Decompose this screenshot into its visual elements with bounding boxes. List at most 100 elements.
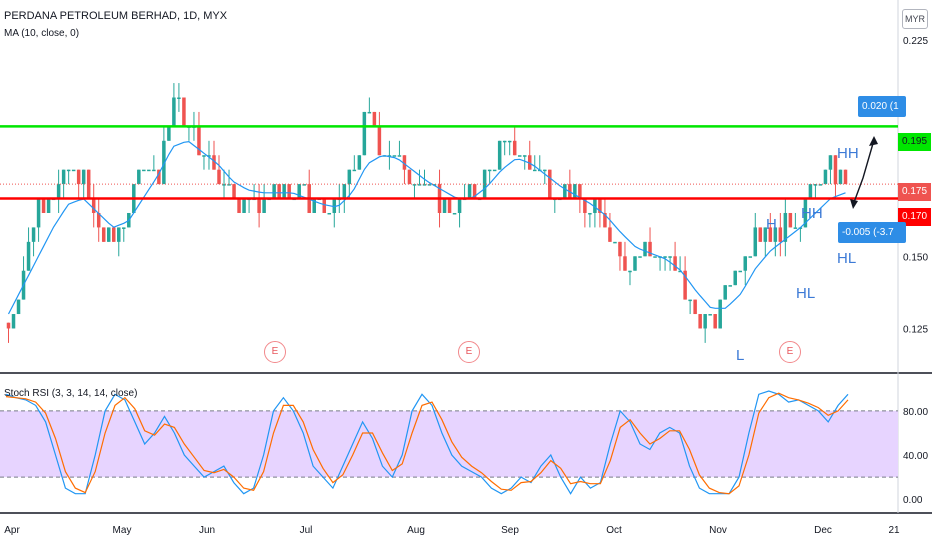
- candle-body: [723, 285, 727, 300]
- candle-body: [447, 198, 452, 213]
- candle-body: [332, 198, 337, 213]
- time-axis-label-7: Nov: [709, 525, 727, 536]
- candle-body: [101, 227, 106, 242]
- candle-body: [46, 198, 51, 213]
- candle-body: [713, 314, 717, 329]
- candle-body: [738, 270, 742, 273]
- candle-body: [61, 169, 66, 185]
- annotation-l[interactable]: L: [736, 347, 745, 364]
- candle-body: [402, 155, 407, 170]
- candle-body: [678, 270, 682, 273]
- stoch-rsi-label[interactable]: Stoch RSI (3, 3, 14, 14, close): [4, 388, 138, 399]
- candle-body: [36, 198, 41, 228]
- candle-body: [242, 198, 246, 213]
- current-price-tag: 0.175: [898, 183, 932, 201]
- candle-body: [372, 111, 377, 127]
- time-axis-label-8: Dec: [814, 525, 832, 536]
- candle-body: [302, 184, 306, 186]
- symbol-title[interactable]: PERDANA PETROLEUM BERHAD, 1D, MYX: [4, 10, 228, 22]
- support-price-tag: 0.170: [898, 208, 932, 226]
- candle-body: [688, 299, 692, 302]
- candle-body: [768, 227, 773, 242]
- annotation-h[interactable]: H: [766, 216, 777, 233]
- candle-body: [598, 198, 602, 213]
- candle-body: [487, 169, 492, 172]
- candle-body: [362, 111, 367, 156]
- candle-body: [327, 212, 332, 215]
- candle-body: [813, 184, 818, 186]
- candle-body: [838, 169, 843, 185]
- candle-body: [122, 227, 126, 229]
- candle-body: [472, 184, 477, 199]
- candle-body: [533, 169, 537, 172]
- annotation-hh-right[interactable]: HH: [837, 145, 859, 162]
- candle-body: [578, 184, 582, 199]
- candle-body: [748, 256, 753, 258]
- annotation-hl-right[interactable]: HL: [837, 250, 857, 267]
- candle-body: [693, 299, 697, 315]
- time-axis-labels: Apr May Jun Jul Aug Sep Oct Nov Dec 21: [4, 525, 900, 536]
- candle-body: [297, 184, 301, 199]
- measure-arrowhead-down: [850, 199, 858, 209]
- candle-body: [613, 241, 617, 244]
- candle-body: [352, 169, 357, 172]
- candle-body: [593, 198, 597, 213]
- candle-body: [698, 314, 702, 329]
- candle-body: [758, 227, 763, 242]
- stoch-d-line: [5, 392, 849, 495]
- candle-body: [432, 184, 437, 186]
- price-axis-tick-2: 0.125: [903, 324, 928, 335]
- candle-body: [803, 198, 808, 228]
- candle-body: [467, 184, 472, 199]
- candle-body: [277, 184, 281, 199]
- candle-body: [833, 155, 838, 185]
- time-axis-label-0: Apr: [4, 525, 20, 536]
- candle-body: [197, 126, 201, 156]
- annotation-hh-left[interactable]: HH: [801, 205, 823, 222]
- candle-body: [763, 227, 768, 242]
- candle-body: [663, 256, 667, 258]
- earnings-marker-may[interactable]: E: [264, 341, 286, 363]
- candle-body: [628, 270, 632, 273]
- stoch-k-line: [5, 390, 849, 495]
- candle-body: [407, 169, 412, 185]
- candle-body: [683, 270, 687, 300]
- earnings-marker-nov[interactable]: E: [779, 341, 801, 363]
- time-axis-label-9: 21: [888, 525, 900, 536]
- candle-body: [207, 155, 211, 157]
- currency-badge[interactable]: MYR: [902, 9, 928, 29]
- earnings-marker-aug[interactable]: E: [458, 341, 480, 363]
- annotation-hl-left[interactable]: HL: [796, 285, 816, 302]
- time-axis-label-6: Oct: [606, 525, 622, 536]
- candle-body: [753, 227, 758, 257]
- candle-body: [417, 184, 422, 186]
- candle-body: [828, 155, 833, 170]
- candle-body: [778, 227, 783, 242]
- stoch-axis-tick-1: 40.00: [903, 451, 928, 462]
- ma-indicator-label[interactable]: MA (10, close, 0): [4, 28, 80, 39]
- candle-body: [232, 184, 236, 199]
- candle-body: [648, 241, 652, 257]
- candle-body: [91, 198, 96, 213]
- candle-body: [793, 227, 798, 229]
- candle-body: [157, 169, 161, 185]
- candle-body: [638, 256, 642, 258]
- candle-body: [608, 227, 612, 242]
- candle-body: [212, 155, 216, 170]
- candle-body: [643, 241, 647, 257]
- price-pane[interactable]: [0, 0, 898, 372]
- candle-body: [182, 97, 186, 127]
- price-axis-ticks: 0.225 0.150 0.125: [903, 36, 928, 336]
- time-axis-label-5: Sep: [501, 525, 519, 536]
- candle-body: [106, 227, 111, 242]
- candle-body: [412, 184, 417, 186]
- candle-body: [527, 155, 532, 170]
- candle-body: [573, 184, 577, 199]
- measure-up-label[interactable]: 0.020 (1: [858, 96, 906, 117]
- candle-body: [708, 314, 712, 316]
- resistance-price-tag: 0.195: [898, 133, 932, 151]
- measure-down-label[interactable]: -0.005 (-3.7: [838, 222, 906, 243]
- measure-arrowhead-up: [869, 136, 878, 146]
- candle-body: [633, 256, 637, 271]
